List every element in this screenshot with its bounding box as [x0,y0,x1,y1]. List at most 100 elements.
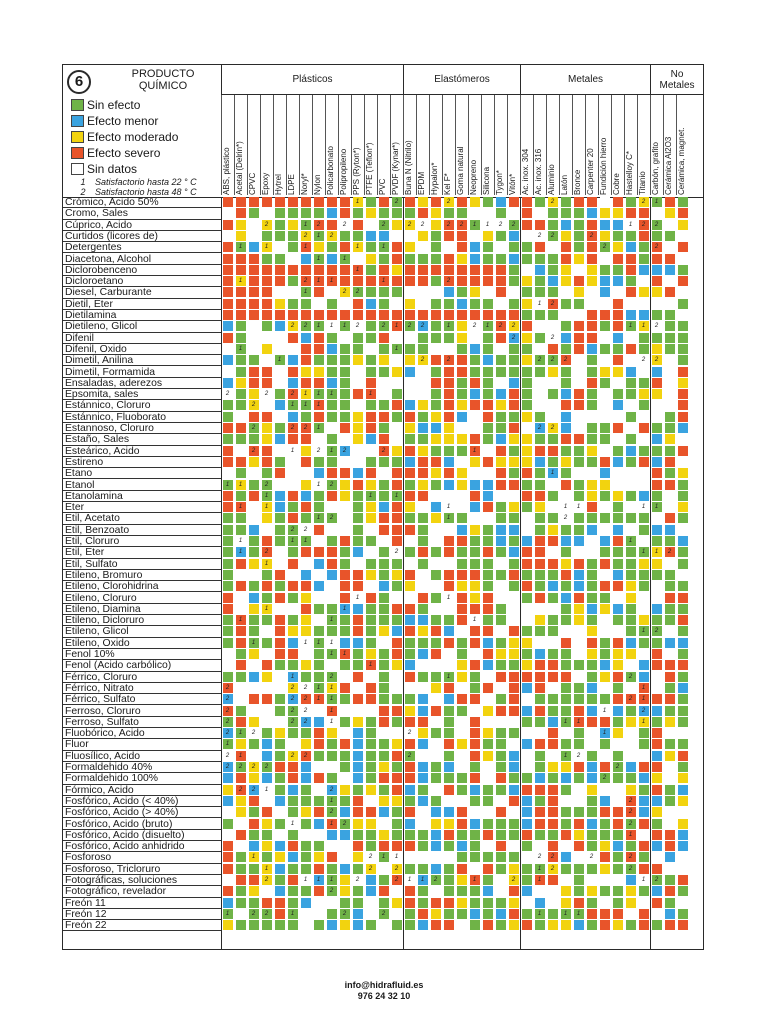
rating-cell [313,411,324,422]
rating-cell: 2 [638,705,649,716]
rating-cell [287,660,298,671]
rating-cell: 1 [638,875,649,885]
rating-cell: 2 [339,818,350,829]
rating-cell [508,773,519,784]
rating-cell [261,750,272,761]
rating-cell [248,920,259,931]
rating-cell [313,197,324,207]
rating-cell [222,558,233,569]
rating-cell [638,750,649,761]
rating-cell [443,841,454,852]
row-underline [63,749,221,751]
rating-cell [482,389,493,400]
rating-cell [547,649,558,659]
rating-cell [586,829,597,840]
table-row: Freón 11 [63,897,703,909]
rating-cell [313,649,324,659]
rating-cell: 2 [534,852,545,863]
rating-cell [391,750,402,761]
row-underline [63,885,221,887]
rating-cell: 2 [638,197,649,207]
rating-cell [456,875,467,885]
rating-cell [495,671,506,682]
rating-cell [534,411,545,422]
rating-cell [638,863,649,874]
note-text: Satisfactorio hasta 48 ° C [95,187,197,197]
rating-cell [235,264,246,275]
rating-cell [300,456,311,467]
rating-cell [664,773,675,784]
rating-cell [664,818,675,829]
rating-cell [599,875,610,885]
rating-cell [651,603,662,614]
rating-cell: 1 [560,908,571,919]
column-label: Tygon* [495,170,504,195]
rating-cell [391,287,402,298]
rating-cell [456,841,467,852]
rating-cell [664,490,675,501]
rating-cell [495,875,506,885]
rating-cell [430,649,441,659]
rating-cell [365,208,376,219]
table-row: Estánnico, Cloruro 2 1 1 1 [63,400,703,412]
rating-cell [287,456,298,467]
rating-cell [651,682,662,693]
rating-cell [560,377,571,388]
rating-cell [638,513,649,524]
rating-cell [326,490,337,501]
rating-cell [404,456,415,467]
rating-cell [456,750,467,761]
rating-cell [560,264,571,275]
column-header: Polipropileno [338,95,351,195]
rating-cell: 2 [625,852,636,863]
rating-cell: 1 [534,875,545,885]
rating-cell [404,264,415,275]
rating-cell [625,298,636,309]
rating-cell [404,886,415,897]
rating-cell [378,355,389,366]
rating-cell: 1 [638,682,649,693]
rating-cell [313,920,324,931]
rating-cell [638,253,649,264]
rating-cell [651,671,662,682]
table-row: Diacetona, Alcohol 1 1 [63,253,703,265]
rating-cell [456,762,467,772]
rating-cell [313,908,324,919]
rating-cell [378,366,389,377]
rating-cell [521,242,532,253]
rating-cell: 1 [235,502,246,513]
rating-cell [352,897,363,908]
chemical-name: Difenil [65,332,94,344]
rating-cell [352,400,363,411]
rating-cell: 2 [313,219,324,230]
row-underline [63,693,221,695]
rating-cell [573,886,584,897]
row-underline [63,297,221,299]
rating-cell [365,355,376,366]
rating-cell [625,197,636,207]
rating-cell [638,886,649,897]
rating-cell [469,287,480,298]
rating-cell [651,389,662,400]
rating-cell [586,242,597,253]
rating-cell [508,728,519,739]
rating-cell [352,569,363,580]
row-underline [63,862,221,864]
rating-cell [560,468,571,479]
rating-cell [547,264,558,275]
rating-cell [677,637,688,648]
rating-cell [404,863,415,874]
rating-cell [274,332,285,343]
rating-cell [404,581,415,592]
rating-cell [560,343,571,354]
rating-cell [508,682,519,693]
table-row: Etil, Eter 1 2 2 1 1 2 [63,547,703,559]
contact-email[interactable]: info@hidrafluid.es [344,980,424,990]
rating-cell: 2 [300,705,311,716]
rating-cell [248,332,259,343]
rating-cell [339,513,350,524]
rating-cell [248,264,259,275]
column-label: PVC [378,178,387,195]
rating-cell [495,479,506,490]
rating-cell [261,795,272,806]
